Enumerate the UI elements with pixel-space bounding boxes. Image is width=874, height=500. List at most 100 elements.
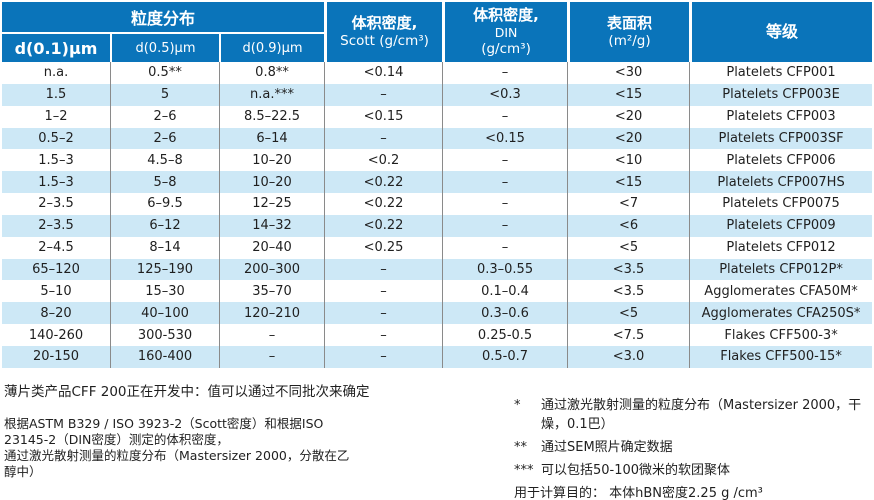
cell-d05: 4.5–8 xyxy=(110,149,219,172)
cell-grade: Platelets CFP0075 xyxy=(689,193,873,215)
cell-d05: 0.5** xyxy=(110,62,219,84)
cell-scott: <0.22 xyxy=(324,214,443,237)
cell-d05: 2–6 xyxy=(110,105,219,128)
cell-d05: 160-400 xyxy=(110,345,219,368)
header-surface-area: 表面积 (m²/g) xyxy=(567,2,690,62)
cell-d09: 20–40 xyxy=(219,236,325,259)
header-d01: d(0.1)μm xyxy=(2,32,110,62)
cell-d01: 1.5–3 xyxy=(2,149,110,172)
method-note-line: 醇中） xyxy=(4,464,42,479)
cell-d09: 120–210 xyxy=(219,302,325,325)
header-grade: 等级 xyxy=(689,2,873,62)
cell-d05: 6–12 xyxy=(110,214,219,237)
cell-scott: <0.22 xyxy=(324,171,443,194)
cell-grade: Platelets CFP012P* xyxy=(689,258,873,281)
cell-d01: n.a. xyxy=(2,62,110,84)
header-scott-unit: Scott (g/cm³) xyxy=(340,32,429,49)
cell-scott: – xyxy=(324,345,443,368)
cell-d05: 2–6 xyxy=(110,127,219,150)
header-bulk-density-scott: 体积密度, Scott (g/cm³) xyxy=(324,2,443,62)
cell-d01: 1.5–3 xyxy=(2,171,110,194)
cell-din: – xyxy=(442,62,568,84)
cell-surface: <5 xyxy=(567,302,690,325)
method-note-line: 通过激光散射测量的粒度分布（Mastersizer 2000，分散在乙 xyxy=(4,448,350,463)
table-row: 8–20 40–100 120–210–0.3–0.6 <5 Agglomerates … xyxy=(2,302,873,325)
cell-d09: 6–14 xyxy=(219,127,325,150)
cell-d05: 125–190 xyxy=(110,258,219,281)
cell-scott: – xyxy=(324,302,443,325)
header-scott-cn: 体积密度, xyxy=(351,14,418,33)
cell-d09: 200–300 xyxy=(219,258,325,281)
cell-d05: 300-530 xyxy=(110,324,219,346)
cell-grade: Platelets CFP003SF xyxy=(689,127,873,150)
cell-scott: <0.15 xyxy=(324,105,443,128)
cell-din: – xyxy=(442,171,568,194)
cell-din: – xyxy=(442,149,568,172)
table-row: 20-150 160-400– –0.5-0.7 <3.0 Flakes CFF500-… xyxy=(2,345,873,368)
cell-d09: 12–25 xyxy=(219,193,325,215)
cell-d01: 1.5 xyxy=(2,83,110,106)
cell-d09: 10–20 xyxy=(219,171,325,194)
cell-d01: 20-150 xyxy=(2,345,110,368)
footnote-text: 通过激光散射测量的粒度分布（Mastersizer 2000，干燥，0.1巴） xyxy=(541,398,862,432)
table-row: 1.5–3 5–8 10–20 <0.22– <15 Platelets CFP007HS xyxy=(2,171,873,194)
table-row: 1.5 5 n.a.*** – <0.3 <15 Platelets CFP003E xyxy=(2,83,873,106)
cell-din: 0.1–0.4 xyxy=(442,280,568,303)
footnote-item: 用于计算目的： 本体hBN密度2.25 g /cm³ xyxy=(514,484,872,500)
cell-surface: <3.5 xyxy=(567,280,690,303)
cell-d09: n.a.*** xyxy=(219,83,325,106)
cell-surface: <7.5 xyxy=(567,324,690,346)
cell-surface: <7 xyxy=(567,193,690,215)
method-note: 根据ASTM B329 / ISO 3923-2（Scott密度）和根据ISO 2… xyxy=(4,416,349,480)
footnote-item: ** 通过SEM照片确定数据 xyxy=(514,438,872,457)
cell-surface: <20 xyxy=(567,105,690,128)
table-row: 1.5–3 4.5–8 10–20 <0.2– <10 Platelets CFP006 xyxy=(2,149,873,172)
cell-grade: Platelets CFP009 xyxy=(689,214,873,237)
cell-surface: <20 xyxy=(567,127,690,150)
cell-scott: <0.2 xyxy=(324,149,443,172)
table-row: 65–120 125–190 200–300–0.3–0.55 <3.5 Platele… xyxy=(2,258,873,281)
table-header: 粒度分布 体积密度, Scott (g/cm³) 体积密度, DIN (g/cm… xyxy=(2,2,873,62)
cell-din: 0.3–0.55 xyxy=(442,258,568,281)
cell-surface: <6 xyxy=(567,214,690,237)
cell-d01: 8–20 xyxy=(2,302,110,325)
cell-grade: Flakes CFF500-3* xyxy=(689,324,873,346)
footnote-item: * 通过激光散射测量的粒度分布（Mastersizer 2000，干燥，0.1巴） xyxy=(514,396,872,434)
cell-surface: <3.5 xyxy=(567,258,690,281)
cell-d01: 0.5–2 xyxy=(2,127,110,150)
cell-scott: <0.14 xyxy=(324,62,443,84)
table-row: 0.5–2 2–6 6–14– <0.15 <20 Platelets CFP003SF xyxy=(2,127,873,150)
table-row: 2–3.5 6–9.5 12–25 <0.22– <7 Platelets CFP0075 xyxy=(2,193,873,215)
footnote-text: 通过SEM照片确定数据 xyxy=(541,440,673,455)
cell-din: <0.3 xyxy=(442,83,568,106)
cell-d05: 8–14 xyxy=(110,236,219,259)
development-note: 薄片类产品CFF 200正在开发中：值可以通过不同批次来确定 xyxy=(4,384,370,400)
footnotes-block: * 通过激光散射测量的粒度分布（Mastersizer 2000，干燥，0.1巴）… xyxy=(514,396,872,500)
cell-din: 0.5-0.7 xyxy=(442,345,568,368)
header-din-label: DIN xyxy=(494,25,518,41)
cell-scott: <0.22 xyxy=(324,193,443,215)
cell-grade: Platelets CFP001 xyxy=(689,62,873,84)
cell-grade: Platelets CFP006 xyxy=(689,149,873,172)
header-surface-unit: (m²/g) xyxy=(608,32,651,49)
header-d05: d(0.5)μm xyxy=(110,32,219,62)
cell-din: – xyxy=(442,105,568,128)
cell-d01: 5–10 xyxy=(2,280,110,303)
cell-din: 0.25-0.5 xyxy=(442,324,568,346)
table-row: 5–10 15–30 35–70–0.1–0.4 <3.5 Agglomerates C… xyxy=(2,280,873,303)
cell-d09: 10–20 xyxy=(219,149,325,172)
table-row: n.a. 0.5** 0.8** <0.14– <30 Platelets CFP001 xyxy=(2,62,873,84)
cell-d05: 5–8 xyxy=(110,171,219,194)
cell-grade: Agglomerates CFA50M* xyxy=(689,280,873,303)
cell-d09: 8.5–22.5 xyxy=(219,105,325,128)
cell-d09: 35–70 xyxy=(219,280,325,303)
cell-scott: – xyxy=(324,324,443,346)
header-surface-cn: 表面积 xyxy=(607,14,653,33)
cell-surface: <15 xyxy=(567,171,690,194)
cell-surface: <5 xyxy=(567,236,690,259)
cell-d01: 140-260 xyxy=(2,324,110,346)
cell-d05: 5 xyxy=(110,83,219,106)
cell-scott: – xyxy=(324,83,443,106)
cell-scott: <0.25 xyxy=(324,236,443,259)
